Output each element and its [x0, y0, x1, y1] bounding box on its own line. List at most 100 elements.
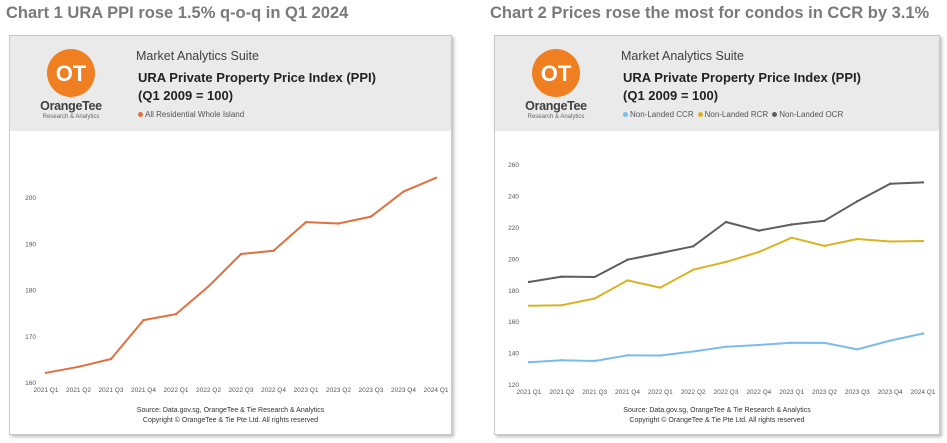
data-point[interactable]	[691, 350, 695, 353]
data-point[interactable]	[790, 236, 793, 239]
chart1-header: OT OrangeTee Research & Analytics Market…	[10, 36, 451, 131]
brand-name: OrangeTee	[525, 99, 587, 113]
data-point[interactable]	[757, 229, 761, 232]
x-tick-label: 2022 Q2	[681, 389, 706, 396]
data-point[interactable]	[724, 220, 728, 224]
data-point[interactable]	[823, 244, 826, 248]
data-point[interactable]	[626, 258, 629, 261]
legend-dot-icon	[623, 112, 628, 118]
data-point[interactable]	[207, 285, 210, 288]
data-point[interactable]	[691, 245, 695, 248]
x-tick-label: 2023 Q1	[779, 389, 804, 396]
data-point[interactable]	[239, 252, 243, 256]
data-point[interactable]	[757, 343, 761, 347]
data-point[interactable]	[921, 239, 925, 243]
data-point[interactable]	[369, 215, 373, 218]
data-point[interactable]	[304, 220, 308, 224]
y-tick-label: 200	[508, 256, 519, 263]
copyright-line: Copyright © OrangeTee & Tie Pte Ltd. All…	[629, 417, 805, 424]
x-tick-label: 2024 Q1	[911, 389, 936, 396]
data-point[interactable]	[174, 312, 178, 316]
legend-label: All Residential Whole Island	[145, 110, 245, 119]
chart1-heading: Chart 1 URA PPI rose 1.5% q-o-q in Q1 20…	[6, 4, 349, 22]
data-point[interactable]	[527, 280, 531, 284]
y-tick-label: 220	[508, 225, 519, 232]
data-point[interactable]	[888, 339, 892, 342]
data-point[interactable]	[823, 341, 826, 345]
data-point[interactable]	[856, 237, 859, 241]
x-tick-label: 2021 Q3	[99, 387, 124, 394]
x-tick-label: 2023 Q4	[391, 387, 416, 394]
data-point[interactable]	[560, 358, 564, 362]
data-point[interactable]	[337, 222, 340, 225]
suite-label: Market Analytics Suite	[621, 49, 744, 63]
chart1-plot: 160 170 180 190 200 2021 Q1 2021 Q2 2021 Q3 2021…	[25, 176, 449, 394]
data-point[interactable]	[142, 318, 145, 322]
legend-item[interactable]: Non-Landed CCR	[623, 110, 694, 119]
chart2-title-line1: URA Private Property Price Index (PPI)	[623, 70, 861, 85]
y-tick-label: 160	[25, 380, 36, 387]
data-point[interactable]	[560, 304, 564, 307]
chart2-header: OT OrangeTee Research & Analytics Market…	[495, 36, 939, 131]
orangetee-logo-icon: OT	[532, 49, 580, 97]
data-point[interactable]	[790, 223, 793, 226]
chart2-source: Source: Data.gov.sg, OrangeTee & Tie Res…	[495, 406, 939, 426]
data-point[interactable]	[402, 190, 405, 193]
chart1-title-line2: (Q1 2009 = 100)	[138, 88, 234, 103]
data-point[interactable]	[856, 200, 859, 203]
legend-dot-icon	[697, 112, 703, 118]
data-point[interactable]	[659, 251, 662, 255]
data-point[interactable]	[77, 365, 80, 369]
legend-label: Non-Landed OCR	[779, 110, 844, 119]
data-point[interactable]	[109, 357, 113, 361]
data-point[interactable]	[790, 341, 793, 344]
data-point[interactable]	[593, 297, 596, 300]
data-point[interactable]	[434, 176, 438, 179]
svg-text:OT: OT	[56, 61, 87, 86]
data-point[interactable]	[757, 250, 761, 254]
y-tick-label: 140	[508, 351, 519, 358]
chart2-title: URA Private Property Price Index (PPI) (…	[623, 69, 923, 105]
data-point[interactable]	[593, 275, 596, 279]
legend-item[interactable]: Non-Landed RCR	[697, 110, 768, 119]
y-tick-label: 190	[25, 241, 36, 248]
legend-item[interactable]: All Residential Whole Island	[138, 110, 244, 119]
y-tick-label: 160	[508, 319, 519, 326]
chart1-legend: All Residential Whole Island	[138, 110, 248, 119]
data-point[interactable]	[724, 345, 728, 348]
data-point[interactable]	[856, 348, 859, 351]
data-point[interactable]	[888, 240, 892, 243]
x-tick-label: 2022 Q3	[229, 387, 254, 394]
y-tick-label: 120	[508, 382, 519, 389]
data-point[interactable]	[626, 279, 629, 282]
y-tick-label: 260	[508, 162, 519, 169]
data-point[interactable]	[659, 354, 662, 357]
source-line: Source: Data.gov.sg, OrangeTee & Tie Res…	[136, 407, 325, 414]
data-point[interactable]	[823, 219, 826, 222]
data-point[interactable]	[272, 249, 275, 253]
x-tick-label: 2021 Q1	[517, 389, 542, 396]
chart2-title-line2: (Q1 2009 = 100)	[623, 88, 719, 103]
legend-item[interactable]: Non-Landed OCR	[772, 110, 843, 119]
data-point[interactable]	[724, 260, 728, 264]
data-point[interactable]	[44, 371, 48, 375]
data-point[interactable]	[593, 359, 596, 363]
data-point[interactable]	[691, 268, 695, 271]
data-point[interactable]	[888, 182, 892, 186]
y-tick-label: 180	[25, 288, 36, 295]
x-tick-label: 2024 Q1	[424, 387, 449, 394]
chart1-title-line1: URA Private Property Price Index (PPI)	[138, 70, 376, 85]
data-point[interactable]	[527, 304, 531, 307]
svg-text:OT: OT	[541, 61, 572, 86]
data-point[interactable]	[626, 354, 629, 357]
series-line	[45, 176, 437, 374]
data-point[interactable]	[560, 275, 564, 278]
x-tick-label: 2021 Q2	[66, 387, 91, 394]
data-point[interactable]	[921, 181, 925, 184]
series-line	[528, 236, 924, 307]
data-point[interactable]	[659, 286, 662, 289]
data-point[interactable]	[527, 361, 531, 364]
y-tick-label: 200	[25, 195, 36, 202]
data-point[interactable]	[921, 332, 925, 335]
x-tick-label: 2022 Q3	[714, 389, 739, 396]
